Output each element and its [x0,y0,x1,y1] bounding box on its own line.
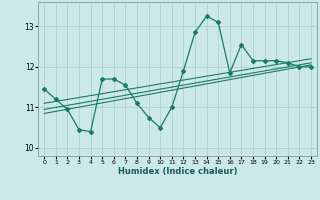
X-axis label: Humidex (Indice chaleur): Humidex (Indice chaleur) [118,167,237,176]
